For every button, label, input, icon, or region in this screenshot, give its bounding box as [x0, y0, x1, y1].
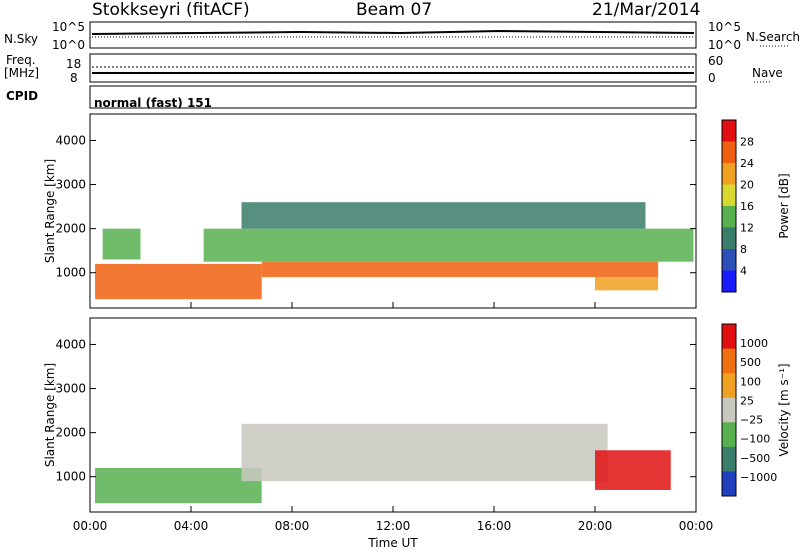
velocity-xlabel: Time UT: [367, 536, 418, 550]
cpid-label: CPID: [6, 89, 39, 103]
nave-tick-bottom: 0: [708, 71, 716, 85]
noise-sky-label: N.Sky: [4, 32, 39, 46]
power-colorbar-segment: [722, 141, 736, 164]
velocity-ytick-label: 4000: [55, 337, 86, 351]
velocity-colorbar-tick: 100: [740, 375, 761, 388]
power-region-4: [241, 202, 646, 229]
power-ytick-label: 4000: [55, 133, 86, 147]
velocity-colorbar-tick: −25: [740, 414, 763, 427]
power-region-0: [95, 263, 262, 300]
velocity-ytick-label: 2000: [55, 426, 86, 440]
power-ytick-label: 1000: [55, 266, 86, 280]
cpid-panel-frame: [89, 85, 697, 109]
noise-panel-frame: [89, 21, 697, 49]
power-region-5: [595, 277, 659, 291]
velocity-colorbar: −1000 −500 −100 −25 25 100 500 1000 Velocity [m …: [721, 323, 791, 497]
freq-tick-bottom: 8: [70, 71, 78, 85]
velocity-ytick-label: 1000: [55, 470, 86, 484]
velocity-colorbar-tick: −100: [740, 433, 770, 446]
velocity-xtick-label: 12:00: [376, 519, 411, 533]
power-panel: 1000 2000 3000 4000 Slant Range [km]: [43, 113, 697, 309]
power-colorbar-tick: 24: [740, 157, 754, 170]
cpid-mode: normal (fast) 151: [94, 96, 212, 110]
velocity-colorbar-tick: −500: [740, 452, 770, 465]
velocity-colorbar-segment: [722, 446, 736, 472]
power-colorbar: 4 8 12 16 20 24 28 Power [dB]: [721, 119, 791, 293]
velocity-region-0: [95, 467, 262, 504]
power-colorbar-frame: [721, 119, 737, 293]
power-colorbar-segment: [722, 227, 736, 250]
power-region-1: [102, 228, 141, 260]
noise-search-label: N.Search: [746, 30, 800, 44]
velocity-xtick-label: 08:00: [275, 519, 310, 533]
power-colorbar-tick: 12: [740, 222, 754, 235]
power-colorbar-tick: 4: [740, 265, 747, 278]
date-label: 21/Mar/2014: [592, 0, 701, 20]
power-colorbar-tick: 28: [740, 136, 754, 149]
velocity-panel: 1000 2000 3000 4000 Slant Range [km] 00:00 04:…: [43, 317, 714, 550]
velocity-colorbar-segment: [722, 373, 736, 399]
power-colorbar-tick: 16: [740, 200, 754, 213]
power-colorbar-tick: 20: [740, 179, 754, 192]
beam-label: Beam 07: [356, 0, 433, 20]
noise-left-tick-top: 10^5: [52, 20, 85, 34]
velocity-colorbar-frame: [721, 323, 737, 497]
station-title: Stokkseyri (fitACF): [92, 0, 250, 20]
velocity-colorbar-label: Velocity [m s⁻¹]: [777, 363, 791, 456]
velocity-xtick-label: 16:00: [477, 519, 512, 533]
noise-right-tick-top: 10^5: [708, 20, 741, 34]
velocity-colorbar-segment: [722, 397, 736, 423]
power-ytick-label: 2000: [55, 222, 86, 236]
power-region-3: [203, 228, 694, 262]
velocity-xtick-label: 04:00: [174, 519, 209, 533]
velocity-colorbar-segment: [722, 324, 736, 350]
nave-label: Nave: [752, 66, 783, 80]
power-colorbar-segment: [722, 120, 736, 142]
velocity-colorbar-segment: [722, 348, 736, 374]
power-colorbar-segment: [722, 163, 736, 185]
freq-tick-top: 18: [66, 57, 82, 71]
velocity-colorbar-tick: 25: [740, 394, 754, 407]
nave-tick-top: 60: [708, 54, 724, 68]
noise-sky-trace: [91, 29, 695, 35]
power-colorbar-segment: [722, 270, 736, 293]
velocity-colorbar-tick: 1000: [740, 337, 768, 350]
velocity-region-1: [241, 423, 608, 482]
power-colorbar-segment: [722, 184, 736, 207]
freq-unit-label: [MHz]: [4, 66, 40, 80]
velocity-colorbar-segment: [722, 422, 736, 448]
power-colorbar-label: Power [dB]: [777, 173, 791, 238]
power-region-2: [261, 261, 659, 278]
velocity-region-2: [595, 450, 671, 490]
velocity-ylabel: Slant Range [km]: [43, 363, 57, 467]
velocity-colorbar-segment: [722, 471, 736, 497]
velocity-xtick-label: 20:00: [578, 519, 613, 533]
velocity-colorbar-tick: −1000: [740, 471, 777, 484]
freq-panel-frame: [89, 53, 697, 83]
power-colorbar-tick: 8: [740, 243, 747, 256]
freq-label: Freq.: [6, 53, 36, 67]
power-ytick-label: 3000: [55, 178, 86, 192]
noise-left-tick-bottom: 10^0: [52, 38, 85, 52]
power-colorbar-segment: [722, 206, 736, 228]
velocity-ytick-label: 3000: [55, 382, 86, 396]
noise-right-tick-bottom: 10^0: [708, 38, 741, 52]
power-ylabel: Slant Range [km]: [43, 159, 57, 263]
velocity-xtick-label: 00:00: [679, 519, 714, 533]
power-colorbar-segment: [722, 249, 736, 271]
velocity-colorbar-tick: 500: [740, 356, 761, 369]
velocity-xtick-label: 00:00: [73, 519, 108, 533]
